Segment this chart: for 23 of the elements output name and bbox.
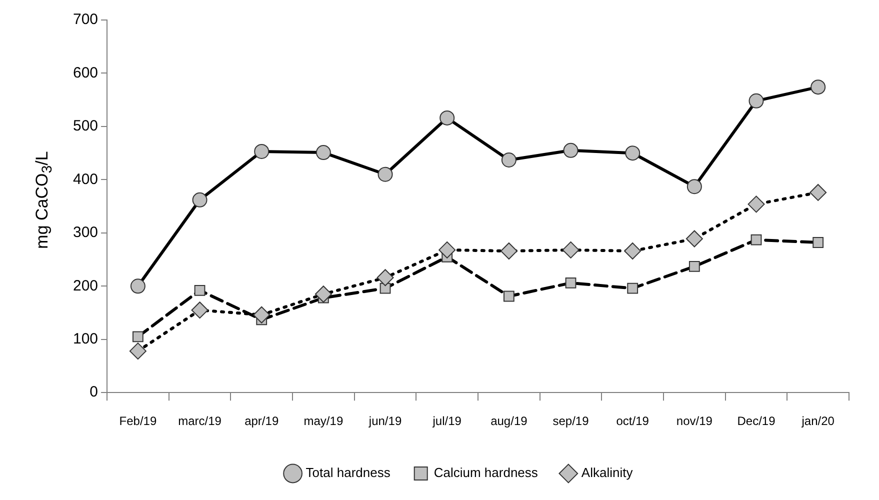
- y-tick-label: 700: [72, 11, 98, 28]
- x-tick-label: nov/19: [676, 414, 713, 428]
- x-tick-label: sep/19: [552, 414, 590, 428]
- x-tick-label: jul/19: [432, 414, 462, 428]
- y-tick-label: 300: [72, 224, 98, 242]
- x-tick-label: oct/19: [616, 414, 650, 428]
- y-tick-label: 200: [72, 277, 98, 294]
- legend-label: Calcium hardness: [434, 465, 538, 480]
- x-tick-label: Feb/19: [119, 414, 157, 428]
- x-tick-label: apr/19: [244, 414, 279, 428]
- x-tick-label: jan/20: [800, 414, 835, 428]
- y-tick-label: 500: [72, 118, 98, 135]
- x-tick-label: may/19: [304, 414, 344, 428]
- legend-label: Total hardness: [306, 465, 391, 480]
- x-tick-label: Dec/19: [737, 414, 776, 428]
- x-tick-label: marc/19: [178, 414, 222, 428]
- y-tick-label: 400: [72, 170, 98, 188]
- legend-label: Alkalinity: [581, 465, 634, 480]
- y-tick-label: 0: [90, 384, 98, 401]
- x-tick-label: aug/19: [490, 414, 528, 428]
- y-tick-label: 100: [72, 330, 98, 348]
- y-tick-label: 600: [72, 64, 98, 82]
- x-tick-label: jun/19: [368, 414, 402, 428]
